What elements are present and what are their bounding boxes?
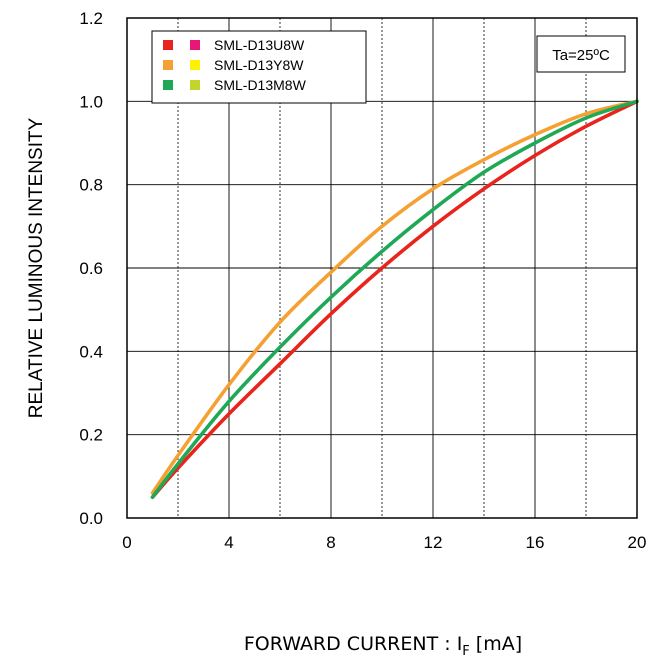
legend-marker bbox=[190, 60, 200, 70]
series-line-sml-d13m8w bbox=[150, 99, 639, 499]
legend-marker bbox=[163, 60, 173, 70]
legend-marker bbox=[190, 40, 200, 50]
y-tick-label: 1.0 bbox=[79, 92, 103, 111]
x-axis-label-unit: [mA] bbox=[476, 633, 522, 655]
legend-items: SML-D13U8W SML-D13Y8W SML-D13M8W bbox=[163, 37, 307, 93]
y-tick-label: 0.4 bbox=[79, 342, 103, 361]
condition-note-box bbox=[536, 35, 626, 73]
series-line-sml-d13u8w bbox=[150, 99, 639, 499]
legend-label: SML-D13U8W bbox=[214, 37, 305, 53]
y-axis-label: RELATIVE LUMINOUS INTENSITY bbox=[26, 117, 47, 418]
x-tick-label: 0 bbox=[122, 533, 131, 552]
x-tick-label: 8 bbox=[326, 533, 335, 552]
x-axis-label-main: FORWARD CURRENT : I bbox=[244, 633, 462, 655]
x-axis-label-subscript: F bbox=[462, 644, 469, 659]
plot-frame bbox=[126, 17, 638, 519]
y-tick-label: 0.0 bbox=[79, 509, 103, 528]
legend-label: SML-D13M8W bbox=[214, 77, 307, 93]
tick-labels: 0 4 8 12 16 20 0.0 0.2 0.4 0.6 0.8 1.0 1.2 bbox=[79, 9, 646, 552]
y-tick-label: 0.8 bbox=[79, 176, 103, 195]
legend-marker bbox=[163, 80, 173, 90]
series-line-sml-d13y8w bbox=[150, 99, 639, 495]
x-tick-label: 4 bbox=[224, 533, 233, 552]
series-lines bbox=[150, 99, 639, 499]
condition-note: Ta=25ºC bbox=[536, 35, 626, 73]
x-tick-label: 20 bbox=[628, 533, 647, 552]
legend: SML-D13U8W SML-D13Y8W SML-D13M8W bbox=[151, 30, 367, 104]
y-tick-label: 1.2 bbox=[79, 9, 103, 28]
y-tick-label: 0.6 bbox=[79, 259, 103, 278]
x-tick-label: 16 bbox=[526, 533, 545, 552]
x-tick-label: 12 bbox=[424, 533, 443, 552]
legend-marker bbox=[163, 40, 173, 50]
y-tick-label: 0.2 bbox=[79, 426, 103, 445]
condition-note-text: Ta=25ºC bbox=[552, 47, 610, 64]
legend-marker bbox=[190, 80, 200, 90]
legend-box bbox=[151, 30, 367, 104]
legend-label: SML-D13Y8W bbox=[214, 57, 304, 73]
x-axis-label: FORWARD CURRENT : IF [mA] bbox=[244, 633, 522, 659]
